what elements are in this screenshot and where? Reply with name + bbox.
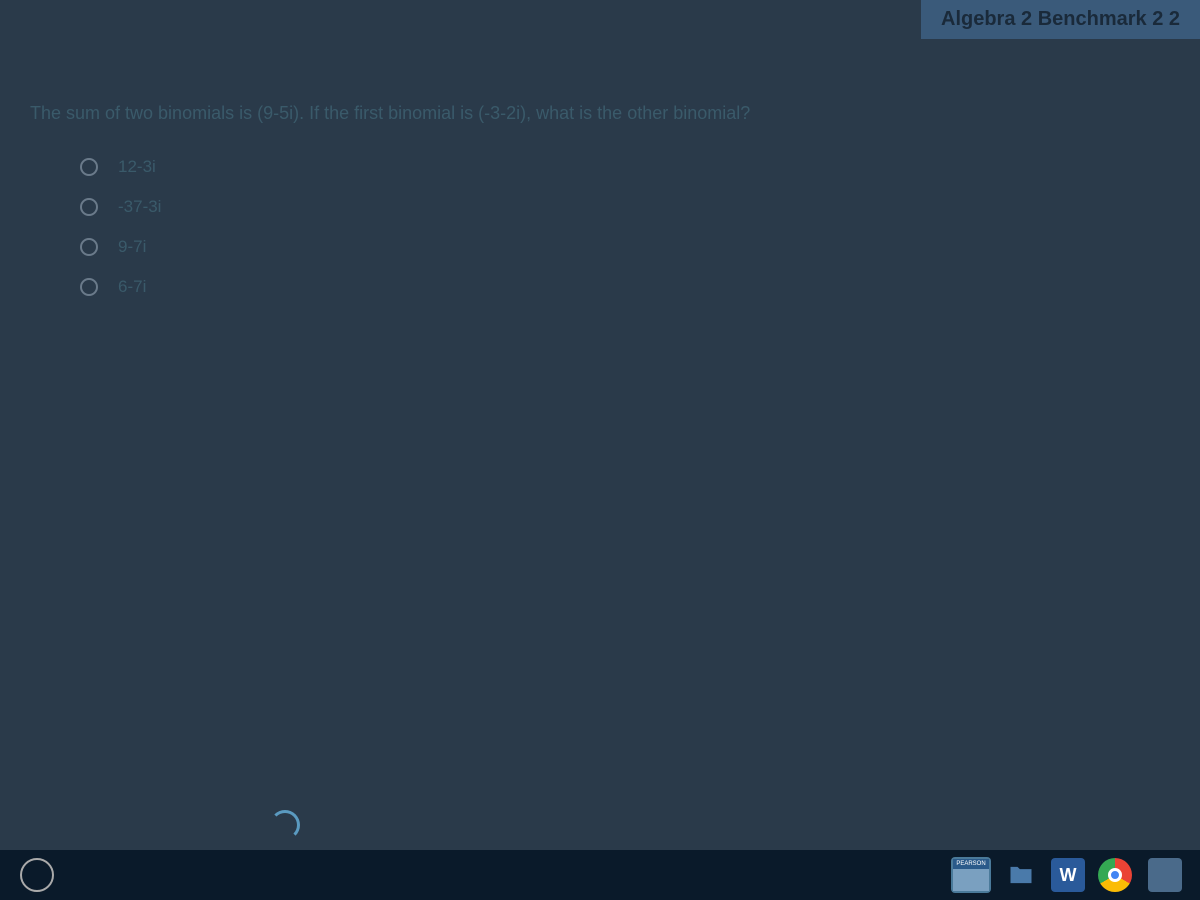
option-row-4[interactable]: 6-7i [80,277,1170,297]
question-container: The sum of two binomials is (9-5i). If t… [30,100,1170,317]
option-row-1[interactable]: 12-3i [80,157,1170,177]
radio-icon [80,158,98,176]
option-label: 9-7i [118,237,146,257]
option-row-2[interactable]: -37-3i [80,197,1170,217]
word-app-icon[interactable]: W [1051,858,1085,892]
generic-app-icon [1148,858,1182,892]
folder-icon [1005,861,1037,889]
pearson-app-icon[interactable]: PEARSON [951,857,991,893]
app-icon[interactable] [1145,855,1185,895]
chrome-app-icon[interactable] [1095,855,1135,895]
option-label: 6-7i [118,277,146,297]
pearson-body-icon [953,869,989,891]
radio-icon [80,238,98,256]
radio-icon [80,278,98,296]
option-row-3[interactable]: 9-7i [80,237,1170,257]
pearson-label: PEARSON [953,859,989,869]
chrome-icon [1098,858,1132,892]
radio-icon [80,198,98,216]
chrome-center-icon [1108,868,1122,882]
file-explorer-icon[interactable] [1001,855,1041,895]
option-label: -37-3i [118,197,161,217]
cortana-icon[interactable] [20,858,54,892]
loading-spinner-icon [270,810,300,840]
taskbar: PEARSON W [0,850,1200,900]
header-title: Algebra 2 Benchmark 2 2 [921,0,1200,39]
option-label: 12-3i [118,157,156,177]
options-list: 12-3i -37-3i 9-7i 6-7i [80,157,1170,297]
question-text: The sum of two binomials is (9-5i). If t… [30,100,1170,127]
word-label: W [1060,865,1077,886]
